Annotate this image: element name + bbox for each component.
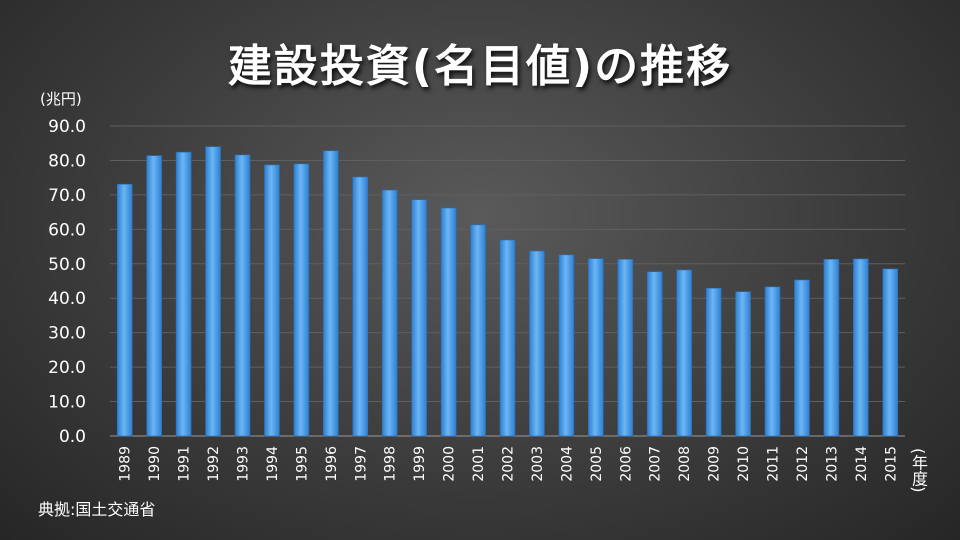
- bar-1995: [293, 163, 310, 437]
- y-tick-label: 0.0: [59, 427, 86, 447]
- source-note: 典拠:国土交通省: [38, 500, 156, 519]
- x-tick-label: 1995: [294, 446, 310, 482]
- y-axis-ticks: 0.0 10.0 20.0 30.0 40.0 50.0 60.0 70.0 80.0 90.0: [48, 117, 86, 447]
- bar-2003: [529, 250, 545, 437]
- y-tick-label: 90.0: [48, 117, 86, 137]
- x-axis-ticks: 1989 1990 1991 1992 1993 1994 1995 1996 1997 1998…: [118, 446, 900, 482]
- x-tick-label: 1992: [206, 446, 222, 482]
- x-tick-label: 2015: [883, 446, 899, 482]
- x-tick-label: 1991: [177, 446, 193, 482]
- x-tick-label: 1994: [265, 446, 281, 482]
- x-tick-label: 1990: [147, 446, 163, 482]
- y-tick-label: 10.0: [48, 393, 86, 413]
- x-tick-label: 2006: [618, 446, 634, 482]
- x-tick-label: 2013: [824, 446, 840, 482]
- x-tick-label: 2007: [648, 446, 664, 482]
- bars: [116, 146, 899, 437]
- x-tick-label: 1997: [353, 446, 369, 482]
- y-tick-label: 30.0: [48, 324, 86, 344]
- x-tick-label: 2000: [442, 446, 458, 482]
- bar-1997: [352, 176, 369, 437]
- bar-2007: [646, 271, 663, 437]
- x-tick-label: 2005: [589, 446, 605, 482]
- bar-1994: [264, 164, 280, 437]
- bar-2004: [558, 254, 575, 437]
- x-tick-label: 1996: [324, 446, 340, 482]
- bar-2013: [823, 258, 840, 437]
- y-tick-label: 80.0: [48, 151, 86, 171]
- x-tick-label: 1993: [236, 446, 252, 482]
- x-tick-label: 2014: [854, 446, 870, 482]
- y-tick-label: 70.0: [48, 186, 86, 206]
- bar-2002: [499, 239, 516, 437]
- bar-2000: [440, 207, 457, 437]
- chart-title: 建設投資(名目値)の推移: [227, 41, 733, 92]
- x-tick-label: 2012: [795, 446, 811, 482]
- bar-2014: [853, 258, 869, 437]
- y-tick-label: 60.0: [48, 220, 86, 240]
- y-tick-label: 40.0: [48, 289, 86, 309]
- x-tick-label: 1999: [412, 446, 428, 482]
- bar-1992: [205, 146, 221, 437]
- bar-1998: [381, 189, 398, 437]
- x-tick-label: 2010: [736, 446, 752, 482]
- x-tick-label: 2004: [559, 446, 575, 482]
- x-tick-label: 2001: [471, 446, 487, 482]
- y-tick-label: 50.0: [48, 255, 86, 275]
- bar-2012: [794, 279, 810, 437]
- bar-1999: [411, 199, 427, 437]
- bar-1993: [234, 154, 251, 437]
- x-tick-label: 2003: [530, 446, 546, 482]
- bar-1990: [146, 155, 162, 437]
- x-axis-unit-label: (年度): [909, 448, 928, 493]
- bar-2015: [882, 268, 899, 437]
- bar-1989: [116, 183, 133, 437]
- x-tick-label: 1989: [118, 446, 134, 482]
- y-tick-label: 20.0: [48, 358, 86, 378]
- bar-1996: [323, 150, 339, 437]
- bar-1991: [175, 151, 192, 437]
- bar-2009: [705, 287, 722, 437]
- x-tick-label: 2008: [677, 446, 693, 482]
- y-axis-unit-label: (兆円): [40, 90, 82, 108]
- bar-2006: [617, 258, 634, 437]
- x-tick-label: 2011: [766, 446, 782, 482]
- bar-2011: [764, 286, 781, 437]
- bar-2008: [676, 269, 692, 437]
- bar-2010: [735, 291, 751, 437]
- bar-2005: [588, 258, 604, 437]
- x-tick-label: 2002: [501, 446, 517, 482]
- x-tick-label: 2009: [707, 446, 723, 482]
- x-tick-label: 1998: [383, 446, 399, 482]
- bar-2001: [470, 224, 486, 437]
